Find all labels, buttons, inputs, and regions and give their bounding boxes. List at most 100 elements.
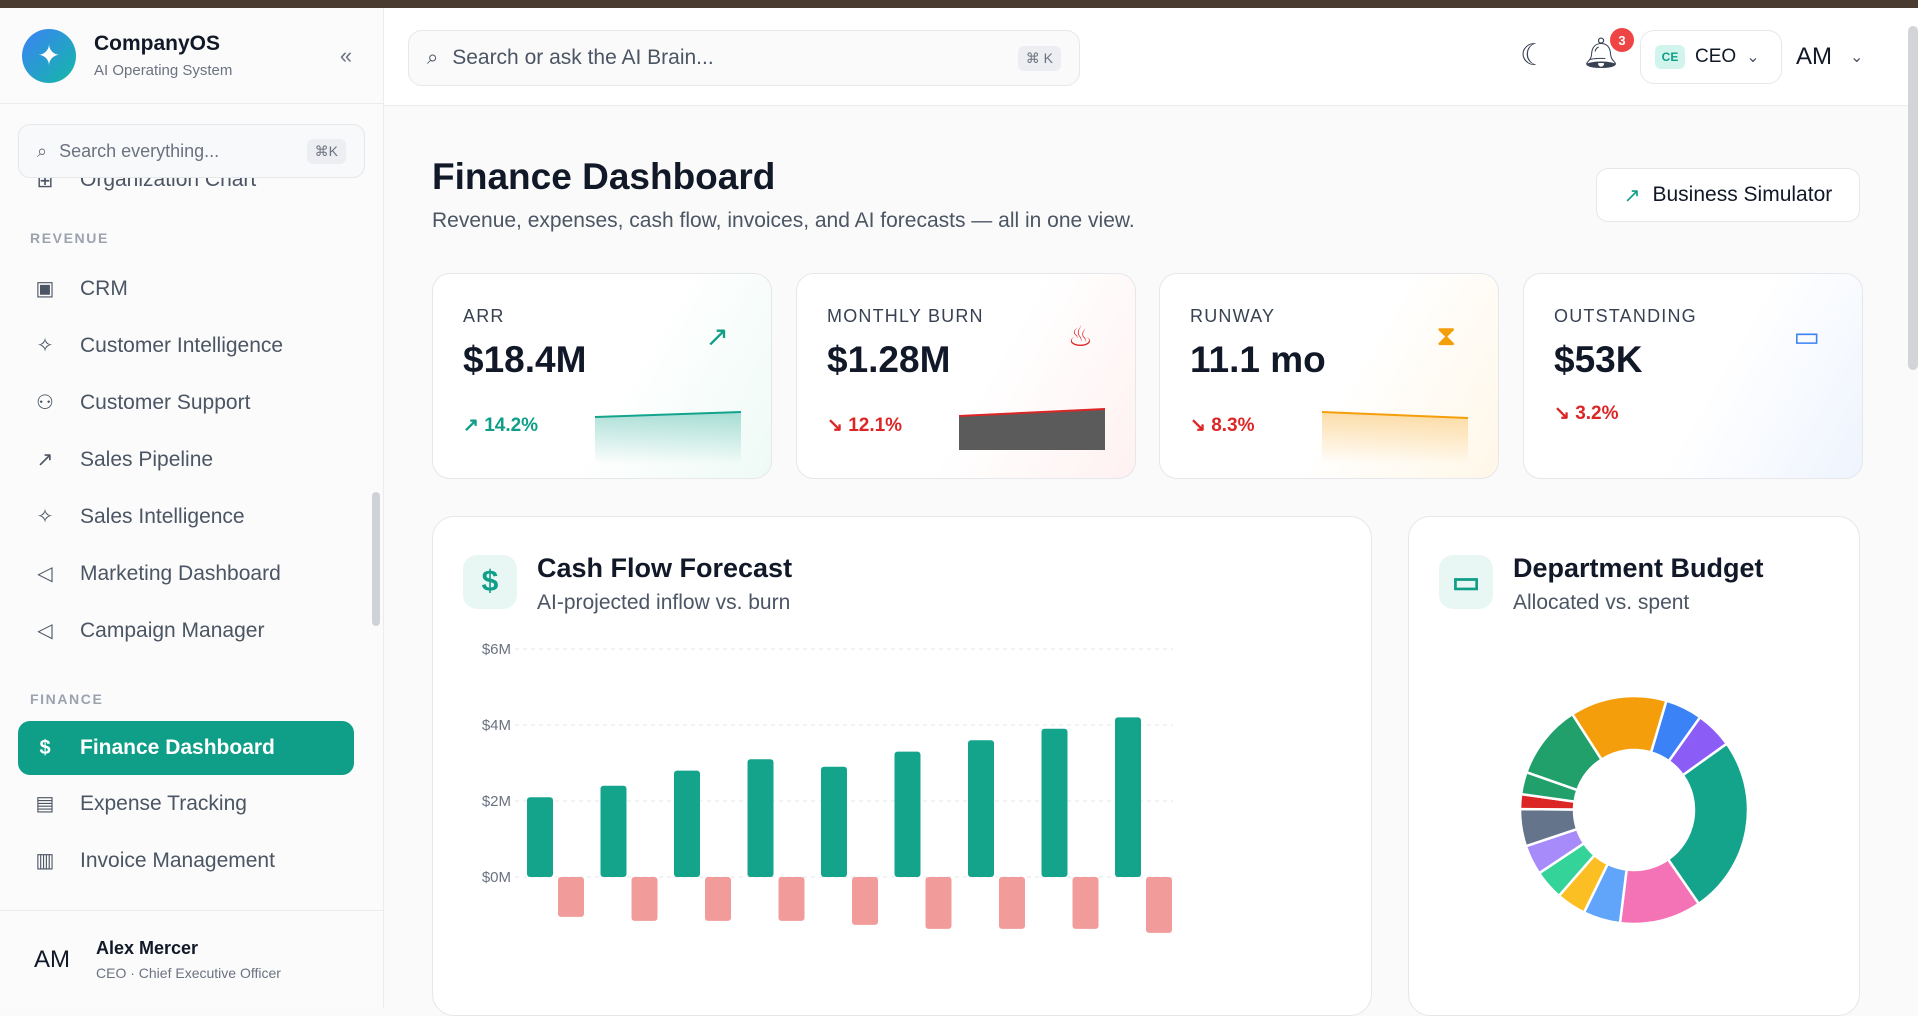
collapse-sidebar-icon[interactable]: « [339,42,353,68]
inflow-bar[interactable] [600,785,627,877]
kpi-delta-value: 8.3% [1211,415,1255,436]
inflow-bar[interactable] [747,759,774,877]
profile-menu[interactable]: AM ⌄ [1796,30,1863,84]
hourglass-icon: ⧗ [1436,320,1456,351]
sidebar: ✦ CompanyOS AI Operating System « ⌕ Sear… [0,8,384,1008]
sparkles-icon: ✧ [36,335,54,357]
sidebar-item-label: Invoice Management [80,848,275,872]
ai-search-input[interactable]: ⌕ Search or ask the AI Brain... ⌘ K [408,30,1080,86]
section-revenue: REVENUE [30,230,109,246]
sidebar-item-marketing-dashboard[interactable]: ◁ Marketing Dashboard [0,545,372,602]
burn-bar[interactable] [778,877,805,921]
chevron-down-icon: ⌄ [1746,49,1760,66]
chevron-down-icon: ⌄ [1850,49,1864,66]
business-simulator-label: Business Simulator [1652,183,1833,206]
trend-down-icon: ↘ [1190,415,1212,436]
cash-flow-forecast-card: $6M $4M $2M $0M $ Cash Flow Forecast AI-pro… [432,516,1372,1016]
sidebar-item-label: Campaign Manager [80,618,265,642]
role-label: CEO [1695,46,1737,67]
inflow-bar[interactable] [821,766,847,877]
sidebar-item-sales-intelligence[interactable]: ✧ Sales Intelligence [0,488,372,545]
burn-bar[interactable] [705,877,731,921]
kpi-sparkline [1322,411,1468,464]
moon-icon[interactable]: ☾ [1520,39,1547,72]
page-title: Finance Dashboard [432,156,776,197]
kpi-label: RUNWAY [1190,306,1276,326]
y-tick-label: $2M [482,793,511,810]
burn-bar[interactable] [1072,877,1099,929]
sidebar-item-finance-dashboard[interactable]: $ Finance Dashboard [18,721,354,775]
kpi-sparkline [595,411,741,464]
flame-icon: ♨ [1067,321,1093,352]
sidebar-item-expense-tracking[interactable]: ▤ Expense Tracking [0,775,372,832]
trend-down-icon: ↘ [827,415,849,436]
sidebar-scrollbar[interactable] [372,492,380,626]
kpi-delta-value: 3.2% [1575,403,1619,424]
top-header: ⌕ Search or ask the AI Brain... ⌘ K ☾ 🔔︎… [384,8,1918,106]
page-scrollbar[interactable] [1908,26,1918,370]
section-finance: FINANCE [30,691,104,707]
card-subtitle: Allocated vs. spent [1513,591,1690,614]
brand-header: ✦ CompanyOS AI Operating System « [0,8,383,104]
y-tick-label: $0M [482,869,511,886]
sidebar-item-customer-intelligence[interactable]: ✧ Customer Intelligence [0,317,372,374]
receipt-icon: ▤ [35,793,55,815]
burn-bar[interactable] [1146,877,1172,933]
brand-subtitle: AI Operating System [94,62,233,79]
ai-search-placeholder: Search or ask the AI Brain... [452,46,714,69]
sparkles-icon: ✧ [36,506,54,528]
sidebar-item-label: Expense Tracking [80,791,247,815]
department-budget-card: ▭ Department Budget Allocated vs. spent [1408,516,1860,1016]
inflow-bar[interactable] [894,751,921,877]
kpi-value: $1.28M [827,339,951,380]
sidebar-item-crm[interactable]: ▣ CRM [0,260,372,317]
sidebar-item-invoice-management[interactable]: ▥ Invoice Management [0,832,372,889]
burn-bar[interactable] [999,877,1025,929]
avatar: AM [1796,43,1832,70]
sidebar-item-campaign-manager[interactable]: ◁ Campaign Manager [0,602,372,659]
inflow-bar[interactable] [1115,717,1141,877]
inflow-bar[interactable] [1041,728,1068,877]
kpi-delta-value: 14.2% [484,415,539,436]
sidebar-item-label: Customer Support [80,390,251,414]
budget-slice[interactable] [1666,741,1750,906]
sidebar-item-label: Sales Pipeline [80,447,214,471]
role-switcher[interactable]: CE CEO ⌄ [1640,30,1782,84]
kpi-card-arr: ARR $18.4M ↗ ↗ 14.2% [432,273,772,479]
kpi-delta: ↘ 3.2% [1554,402,1619,425]
kpi-value: $18.4M [463,339,587,380]
file-text-icon: ▥ [35,850,55,872]
megaphone-icon: ◁ [37,620,53,642]
budget-slice[interactable] [1667,715,1729,777]
burn-bar[interactable] [631,877,658,921]
inflow-bar[interactable] [968,740,994,877]
burn-bar[interactable] [852,877,878,925]
kpi-sparkline [959,408,1105,450]
user-profile[interactable]: AM Alex Mercer CEO · Chief Executive Off… [0,910,383,1008]
business-simulator-button[interactable]: ↗ Business Simulator [1596,168,1860,222]
user-name: Alex Mercer [96,938,199,958]
kpi-card-outstanding: OUTSTANDING $53K ▭ ↘ 3.2% [1523,273,1863,479]
sparkles-logo-icon: ✦ [22,28,76,83]
trending-up-icon: ↗ [1623,184,1641,207]
kpi-delta: ↘ 8.3% [1190,414,1255,437]
card-title: Cash Flow Forecast [537,553,793,583]
role-badge: CE [1655,45,1685,69]
sidebar-search-input[interactable]: ⌕ Search everything... ⌘K [18,124,365,178]
inflow-bar[interactable] [674,770,700,877]
sidebar-item-sales-pipeline[interactable]: ↗ Sales Pipeline [0,431,372,488]
kpi-label: ARR [463,306,505,326]
wallet-icon: ▭ [1793,321,1820,352]
inflow-bar[interactable] [527,797,553,877]
sidebar-item-customer-support[interactable]: ⚇ Customer Support [0,374,372,431]
y-tick-label: $4M [482,717,511,734]
sidebar-search-shortcut: ⌘K [306,138,346,164]
card-title: Department Budget [1513,553,1764,583]
search-icon: ⌕ [37,140,48,161]
search-icon: ⌕ [427,46,439,69]
kpi-delta: ↗ 14.2% [463,414,538,437]
burn-bar[interactable] [558,877,584,917]
kpi-delta: ↘ 12.1% [827,414,902,437]
cash-flow-chart: $6M $4M $2M $0M [482,641,1173,933]
burn-bar[interactable] [925,877,952,929]
